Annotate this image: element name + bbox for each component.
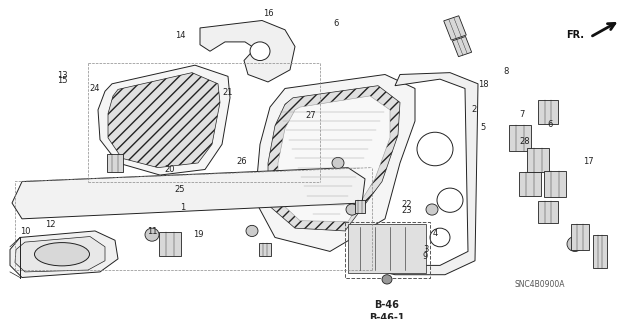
- Text: 15: 15: [58, 76, 68, 85]
- Text: FR.: FR.: [566, 30, 584, 41]
- Text: B-46-1: B-46-1: [369, 313, 405, 319]
- Bar: [259, 243, 271, 256]
- Polygon shape: [255, 75, 415, 251]
- Bar: [348, 225, 426, 273]
- Text: 6: 6: [548, 120, 553, 129]
- Text: 25: 25: [174, 185, 184, 194]
- Bar: [444, 16, 467, 40]
- Bar: [593, 235, 607, 268]
- Text: 19: 19: [193, 230, 204, 239]
- Bar: [509, 125, 531, 151]
- Text: 9: 9: [423, 252, 428, 261]
- Circle shape: [417, 132, 453, 166]
- Text: B-46: B-46: [374, 300, 399, 310]
- Polygon shape: [98, 65, 230, 175]
- Circle shape: [426, 204, 438, 215]
- Text: 18: 18: [478, 80, 488, 89]
- Bar: [107, 154, 123, 172]
- Text: 2: 2: [471, 105, 476, 115]
- Circle shape: [346, 204, 358, 215]
- Text: 10: 10: [20, 226, 31, 236]
- Circle shape: [567, 236, 583, 251]
- Bar: [571, 225, 589, 250]
- Text: 8: 8: [503, 67, 508, 76]
- Circle shape: [246, 225, 258, 236]
- Text: 12: 12: [45, 220, 55, 229]
- Polygon shape: [12, 167, 365, 219]
- Bar: [538, 201, 558, 224]
- Bar: [544, 171, 566, 197]
- Bar: [345, 222, 430, 278]
- Bar: [519, 172, 541, 197]
- Text: SNC4B0900A: SNC4B0900A: [515, 279, 565, 288]
- Bar: [538, 100, 558, 124]
- Circle shape: [250, 42, 270, 61]
- Bar: [159, 232, 181, 256]
- Text: 21: 21: [222, 88, 232, 97]
- Polygon shape: [268, 86, 400, 231]
- Bar: [355, 200, 365, 213]
- Text: 24: 24: [90, 84, 100, 93]
- Text: 6: 6: [333, 19, 339, 28]
- Text: 28: 28: [520, 137, 530, 145]
- Circle shape: [437, 188, 463, 212]
- Text: 1: 1: [180, 204, 185, 212]
- Text: 4: 4: [433, 229, 438, 238]
- Text: 11: 11: [147, 226, 157, 236]
- Text: 27: 27: [305, 111, 316, 120]
- Text: 17: 17: [584, 157, 594, 167]
- Polygon shape: [200, 20, 295, 82]
- Polygon shape: [108, 73, 220, 167]
- Text: 14: 14: [175, 31, 186, 40]
- Text: 7: 7: [519, 110, 524, 119]
- Text: 16: 16: [264, 9, 274, 18]
- Text: 5: 5: [481, 123, 486, 132]
- Bar: [452, 36, 472, 57]
- Polygon shape: [355, 73, 478, 275]
- Circle shape: [145, 228, 159, 241]
- Polygon shape: [278, 96, 390, 222]
- Polygon shape: [15, 236, 105, 272]
- Text: 22: 22: [401, 200, 412, 210]
- Bar: [527, 148, 549, 172]
- Text: 3: 3: [423, 245, 428, 254]
- Circle shape: [430, 228, 450, 247]
- Ellipse shape: [35, 242, 90, 266]
- Circle shape: [382, 275, 392, 284]
- Text: 23: 23: [401, 206, 412, 215]
- Text: 13: 13: [58, 71, 68, 80]
- Text: 26: 26: [237, 157, 247, 166]
- Circle shape: [332, 157, 344, 168]
- Polygon shape: [10, 231, 118, 278]
- Text: 20: 20: [164, 165, 175, 174]
